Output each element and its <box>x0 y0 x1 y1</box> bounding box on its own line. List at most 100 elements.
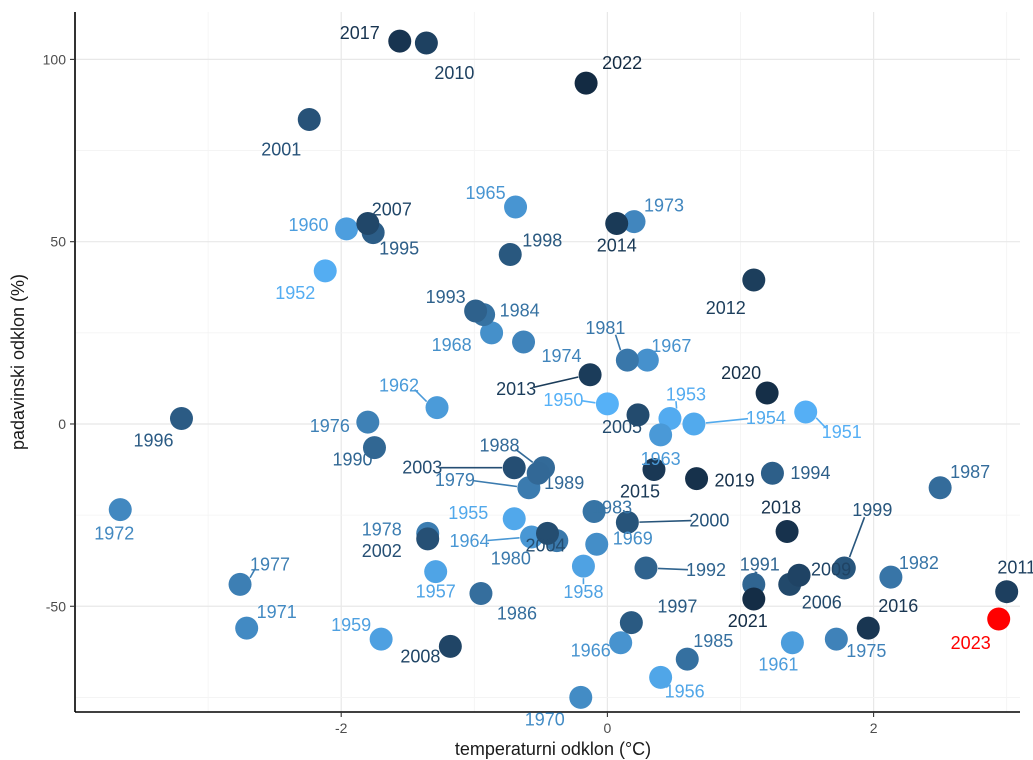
label-2018: 2018 <box>761 498 801 518</box>
leader-1999 <box>848 516 866 558</box>
y-tick-label: 50 <box>50 234 66 250</box>
point-2012 <box>742 268 766 292</box>
point-1957 <box>424 560 448 584</box>
leader-1953 <box>675 401 678 409</box>
label-2008: 2008 <box>400 646 440 666</box>
y-tick-label: 100 <box>43 51 67 67</box>
leader-1977 <box>249 568 256 579</box>
label-1973: 1973 <box>644 196 684 216</box>
leader-2000 <box>639 519 692 523</box>
label-1961: 1961 <box>758 655 798 675</box>
y-tick-label: 0 <box>58 416 66 432</box>
label-2006: 2006 <box>802 592 842 612</box>
point-2004 <box>536 521 559 545</box>
point-1975 <box>824 627 848 651</box>
label-1976: 1976 <box>310 416 350 436</box>
point-1997 <box>619 611 643 635</box>
label-1979: 1979 <box>435 470 475 490</box>
point-1967 <box>635 348 659 372</box>
point-1962 <box>425 396 449 420</box>
point-1986 <box>469 582 493 606</box>
grid <box>74 12 1020 712</box>
label-2014: 2014 <box>597 235 637 255</box>
point-1973 <box>622 210 646 234</box>
point-1972 <box>108 498 132 522</box>
label-1978: 1978 <box>362 519 402 539</box>
leader-1981 <box>614 334 622 351</box>
point-1966 <box>609 631 633 655</box>
label-1950: 1950 <box>543 390 583 410</box>
point-1989 <box>526 461 550 485</box>
label-2010: 2010 <box>434 63 474 83</box>
point-2002 <box>416 527 440 551</box>
label-1994: 1994 <box>790 463 830 483</box>
label-1962: 1962 <box>379 376 419 396</box>
leader-1991 <box>754 571 758 574</box>
point-1985 <box>675 647 699 671</box>
data-points <box>108 29 1019 709</box>
label-1986: 1986 <box>497 604 537 624</box>
label-1980: 1980 <box>491 549 531 569</box>
point-2020 <box>755 381 779 405</box>
x-axis-title: temperaturni odklon (°C) <box>455 739 651 759</box>
leader-1954 <box>705 417 749 424</box>
point-1977 <box>228 572 252 596</box>
label-1997: 1997 <box>657 597 697 617</box>
label-leaders <box>249 334 866 585</box>
label-1955: 1955 <box>448 503 488 523</box>
label-1963: 1963 <box>641 449 681 469</box>
label-1988: 1988 <box>479 436 519 456</box>
point-1987 <box>928 476 952 500</box>
point-2003 <box>502 456 526 480</box>
x-tick-label: -2 <box>335 720 348 736</box>
label-1977: 1977 <box>250 554 290 574</box>
point-1990 <box>362 436 386 460</box>
label-2013: 2013 <box>496 379 536 399</box>
label-1982: 1982 <box>899 553 939 573</box>
point-1965 <box>504 195 528 219</box>
label-2020: 2020 <box>721 363 761 383</box>
label-2015: 2015 <box>620 482 660 502</box>
point-labels: 1950 1951 1952 1953 1954 1955 1956 1957 1958 1959… <box>94 23 1033 729</box>
point-2000 <box>615 510 639 534</box>
label-1953: 1953 <box>666 385 706 405</box>
y-axis-title: padavinski odklon (%) <box>8 274 28 450</box>
point-2023 <box>987 607 1011 631</box>
ticks: -2 0 2 -50 0 50 100 <box>43 51 878 736</box>
label-2011: 2011 <box>997 558 1033 578</box>
label-1966: 1966 <box>571 641 611 661</box>
point-2011 <box>995 580 1019 604</box>
point-2007 <box>356 211 380 235</box>
point-2008 <box>438 634 462 658</box>
point-2009 <box>787 563 811 587</box>
point-1969 <box>585 532 609 556</box>
point-2010 <box>414 31 438 55</box>
label-1975: 1975 <box>846 641 886 661</box>
point-1954 <box>682 412 706 436</box>
point-1970 <box>569 685 593 709</box>
leader-1992 <box>657 567 689 571</box>
label-2021: 2021 <box>728 611 768 631</box>
point-2016 <box>856 616 880 640</box>
label-1958: 1958 <box>563 582 603 602</box>
label-2004: 2004 <box>525 535 565 555</box>
leader-1988 <box>515 448 534 463</box>
point-1996 <box>169 407 193 431</box>
label-1970: 1970 <box>525 709 565 729</box>
point-1992 <box>634 556 658 580</box>
label-2000: 2000 <box>689 510 729 530</box>
label-1972: 1972 <box>94 524 134 544</box>
label-1992: 1992 <box>686 560 726 580</box>
label-1954: 1954 <box>746 408 786 428</box>
point-1983 <box>582 499 606 523</box>
point-2014 <box>605 211 629 235</box>
label-1952: 1952 <box>275 283 315 303</box>
point-2013 <box>578 363 602 387</box>
point-1955 <box>502 507 526 531</box>
label-1967: 1967 <box>651 336 691 356</box>
label-2005: 2005 <box>602 417 642 437</box>
y-tick-label: -50 <box>46 598 66 614</box>
label-2001: 2001 <box>261 140 301 160</box>
label-2012: 2012 <box>706 298 746 318</box>
